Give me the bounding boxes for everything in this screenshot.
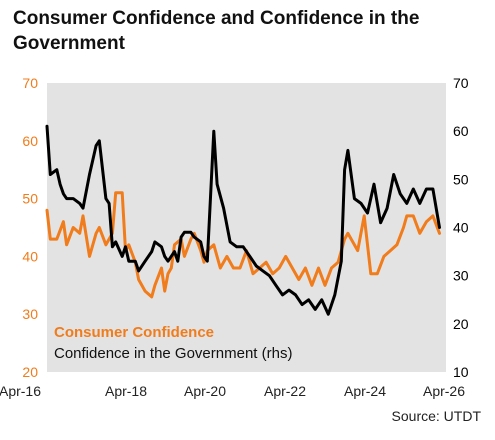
x-tick-label: Apr-22 [264, 383, 306, 399]
consumer-confidence-line [45, 191, 441, 299]
right-y-tick-label: 40 [453, 220, 469, 236]
x-axis: Apr-16 Apr-18 Apr-20 Apr-22 Apr-24 Apr-26 [0, 383, 465, 399]
left-y-axis: 20 30 40 50 60 70 [22, 75, 38, 380]
left-y-tick-label: 70 [22, 75, 38, 91]
x-tick-label: Apr-18 [105, 383, 147, 399]
legend: Consumer Confidence Confidence in the Gov… [54, 324, 292, 362]
legend-entry-consumer-confidence: Consumer Confidence [54, 324, 214, 341]
left-y-tick-label: 40 [22, 248, 38, 264]
right-y-axis: 10 20 30 40 50 60 70 [453, 75, 469, 380]
right-y-tick-label: 30 [453, 268, 469, 284]
right-y-tick-label: 10 [453, 364, 469, 380]
x-tick-label: Apr-16 [0, 383, 41, 399]
right-y-tick-label: 50 [453, 171, 469, 187]
chart-title: Consumer Confidence and Confidence in th… [13, 8, 420, 54]
source-note: Source: UTDT [391, 408, 481, 424]
legend-entry-government-confidence: Confidence in the Government (rhs) [54, 345, 292, 362]
government-confidence-line [45, 124, 441, 316]
left-y-tick-label: 60 [22, 133, 38, 149]
x-tick-label: Apr-20 [184, 383, 226, 399]
x-tick-label: Apr-24 [344, 383, 386, 399]
right-y-tick-label: 20 [453, 316, 469, 332]
x-tick-label: Apr-26 [423, 383, 465, 399]
left-y-tick-label: 20 [22, 364, 38, 380]
right-y-tick-label: 60 [453, 123, 469, 139]
left-y-tick-label: 30 [22, 306, 38, 322]
right-y-tick-label: 70 [453, 75, 469, 91]
left-y-tick-label: 50 [22, 191, 38, 207]
series-layer [45, 124, 441, 316]
